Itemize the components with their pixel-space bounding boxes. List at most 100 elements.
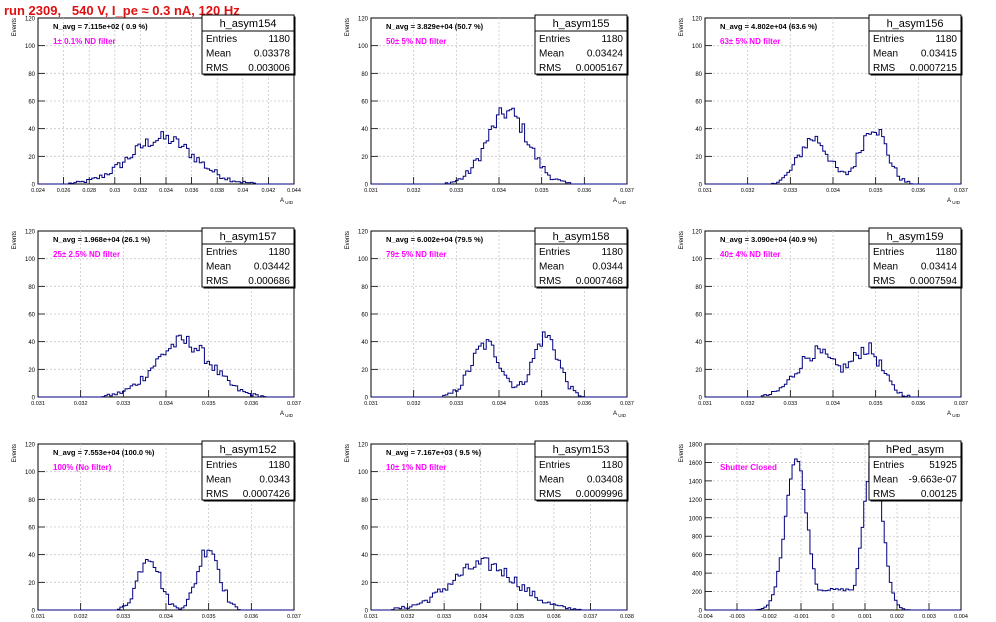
- stat-mean-label: Mean: [206, 49, 231, 60]
- x-tick-label: 0.034: [492, 401, 506, 407]
- x-tick-label: 0.036: [577, 401, 591, 407]
- y-tick-label: 40: [695, 340, 702, 346]
- y-tick-label: 120: [25, 443, 36, 449]
- x-tick-label: 0.001: [858, 614, 872, 620]
- stat-entries-label: Entries: [539, 460, 570, 471]
- n-avg-label: N_avg = 3.829e+04 (50.7 %): [386, 22, 484, 31]
- x-tick-label: 0.036: [547, 614, 561, 620]
- x-tick-label: 0.037: [287, 401, 301, 407]
- x-tick-label: 0.035: [510, 614, 524, 620]
- stats-box-frame: [201, 14, 295, 75]
- stat-rms-label: RMS: [873, 63, 896, 74]
- y-tick-label: 0: [699, 396, 703, 402]
- x-axis-label: A UID: [280, 411, 294, 418]
- stat-mean-value: 0.0344: [592, 262, 623, 273]
- y-tick-label: 1800: [689, 443, 703, 449]
- y-tick-label: 0: [365, 396, 369, 402]
- x-tick-label: 0.033: [116, 614, 130, 620]
- x-tick-label: 0.034: [826, 188, 840, 194]
- x-tick-label: 0.042: [262, 188, 276, 194]
- x-tick-label: 0.032: [407, 401, 421, 407]
- x-tick-label: 0.024: [31, 188, 45, 194]
- stat-entries-label: Entries: [539, 247, 570, 258]
- stat-entries-value: 1180: [601, 34, 623, 45]
- panel-h_asym152: 0 20 40 60 80 100 120 0.031 0.032 0.033 0.034 0.035…: [12, 440, 301, 620]
- x-tick-label: 0.031: [698, 401, 712, 407]
- stat-rms-value: 0.00125: [921, 489, 958, 500]
- x-tick-label: 0.037: [954, 401, 968, 407]
- y-tick-label: 20: [695, 368, 702, 374]
- stat-rms-value: 0.0007426: [243, 489, 291, 500]
- y-tick-label: 40: [361, 127, 368, 133]
- y-tick-label: 100: [25, 44, 36, 50]
- x-tick-label: 0.034: [159, 614, 173, 620]
- y-tick-label: 60: [361, 526, 368, 532]
- x-tick-label: 0.036: [911, 401, 925, 407]
- y-tick-label: 120: [358, 443, 369, 449]
- x-tick-label: 0.033: [449, 188, 463, 194]
- x-tick-label: 0.031: [31, 614, 45, 620]
- x-tick-label: 0.031: [364, 188, 378, 194]
- y-tick-label: 120: [692, 230, 703, 236]
- histogram-line: [38, 334, 294, 398]
- histogram-name: h_asym155: [553, 18, 610, 30]
- y-tick-label: 0: [699, 183, 703, 189]
- histogram-name: h_asym156: [887, 18, 944, 30]
- stat-entries-label: Entries: [873, 247, 904, 258]
- y-tick-label: 80: [361, 72, 368, 78]
- panel-h_asym157: 0 20 40 60 80 100 120 0.031 0.032 0.033 0.034 0.035…: [12, 227, 301, 418]
- stats-box: h_asym154 Entries 1180 Mean 0.03378 RMS 0.0030…: [201, 14, 296, 76]
- y-tick-label: 80: [28, 72, 35, 78]
- n-avg-label: N_avg = 7.167e+03 ( 9.5 %): [386, 448, 482, 457]
- stat-rms-label: RMS: [539, 276, 562, 287]
- stats-box: h_asym155 Entries 1180 Mean 0.03424 RMS 0.0005…: [534, 14, 629, 76]
- panel-h_asym159: 0 20 40 60 80 100 120 0.031 0.032 0.033 0.034 0.035…: [679, 227, 968, 418]
- stats-box-frame: [868, 440, 962, 501]
- x-tick-label: 0.037: [954, 188, 968, 194]
- x-tick-label: 0.032: [407, 188, 421, 194]
- stat-rms-label: RMS: [206, 63, 229, 74]
- stat-mean-label: Mean: [206, 262, 231, 273]
- stat-mean-label: Mean: [873, 49, 898, 60]
- x-tick-label: 0.035: [869, 401, 883, 407]
- x-tick-label: -0.001: [793, 614, 809, 620]
- stats-box: h_asym156 Entries 1180 Mean 0.03415 RMS 0.0007…: [868, 14, 963, 76]
- y-tick-label: 0: [32, 396, 36, 402]
- histogram-line: [705, 456, 961, 611]
- y-axis-label: Events: [12, 231, 18, 249]
- filter-label: 79± 5% ND filter: [386, 250, 446, 259]
- n-avg-label: N_avg = 1.968e+04 (26.1 %): [53, 235, 151, 244]
- y-tick-label: 20: [28, 581, 35, 587]
- x-tick-label: 0.044: [287, 188, 301, 194]
- x-tick-label: 0.036: [244, 401, 258, 407]
- stats-box-frame: [534, 14, 628, 75]
- histogram-name: h_asym159: [887, 231, 944, 243]
- y-tick-label: 40: [695, 127, 702, 133]
- stat-mean-value: 0.03424: [587, 49, 624, 60]
- stats-box: h_asym157 Entries 1180 Mean 0.03442 RMS 0.0006…: [201, 227, 296, 289]
- y-tick-label: 20: [695, 155, 702, 161]
- y-tick-label: 0: [365, 609, 369, 615]
- x-tick-label: 0.032: [134, 188, 148, 194]
- y-tick-label: 120: [358, 17, 369, 23]
- y-tick-label: 120: [692, 17, 703, 23]
- panel-h_asym154: 0 20 40 60 80 100 120 0.024 0.026 0.028 0.03 0.032 0…: [12, 14, 301, 205]
- y-tick-label: 100: [692, 44, 703, 50]
- stat-entries-value: 1180: [268, 247, 290, 258]
- y-tick-label: 60: [28, 526, 35, 532]
- stats-box-frame: [868, 227, 962, 288]
- y-tick-label: 600: [692, 553, 703, 559]
- stat-entries-value: 1180: [935, 247, 957, 258]
- y-tick-label: 1200: [689, 498, 703, 504]
- x-tick-label: 0.028: [82, 188, 96, 194]
- stat-mean-label: Mean: [539, 475, 564, 486]
- stat-entries-label: Entries: [206, 34, 237, 45]
- y-tick-label: 1400: [689, 479, 703, 485]
- x-tick-label: 0.036: [911, 188, 925, 194]
- filter-label: 1± 0.1% ND filter: [53, 37, 116, 46]
- stat-mean-value: 0.03415: [921, 49, 958, 60]
- stat-mean-value: 0.03408: [587, 475, 624, 486]
- x-tick-label: 0.035: [202, 401, 216, 407]
- stat-mean-label: Mean: [206, 475, 231, 486]
- x-tick-label: 0.032: [401, 614, 415, 620]
